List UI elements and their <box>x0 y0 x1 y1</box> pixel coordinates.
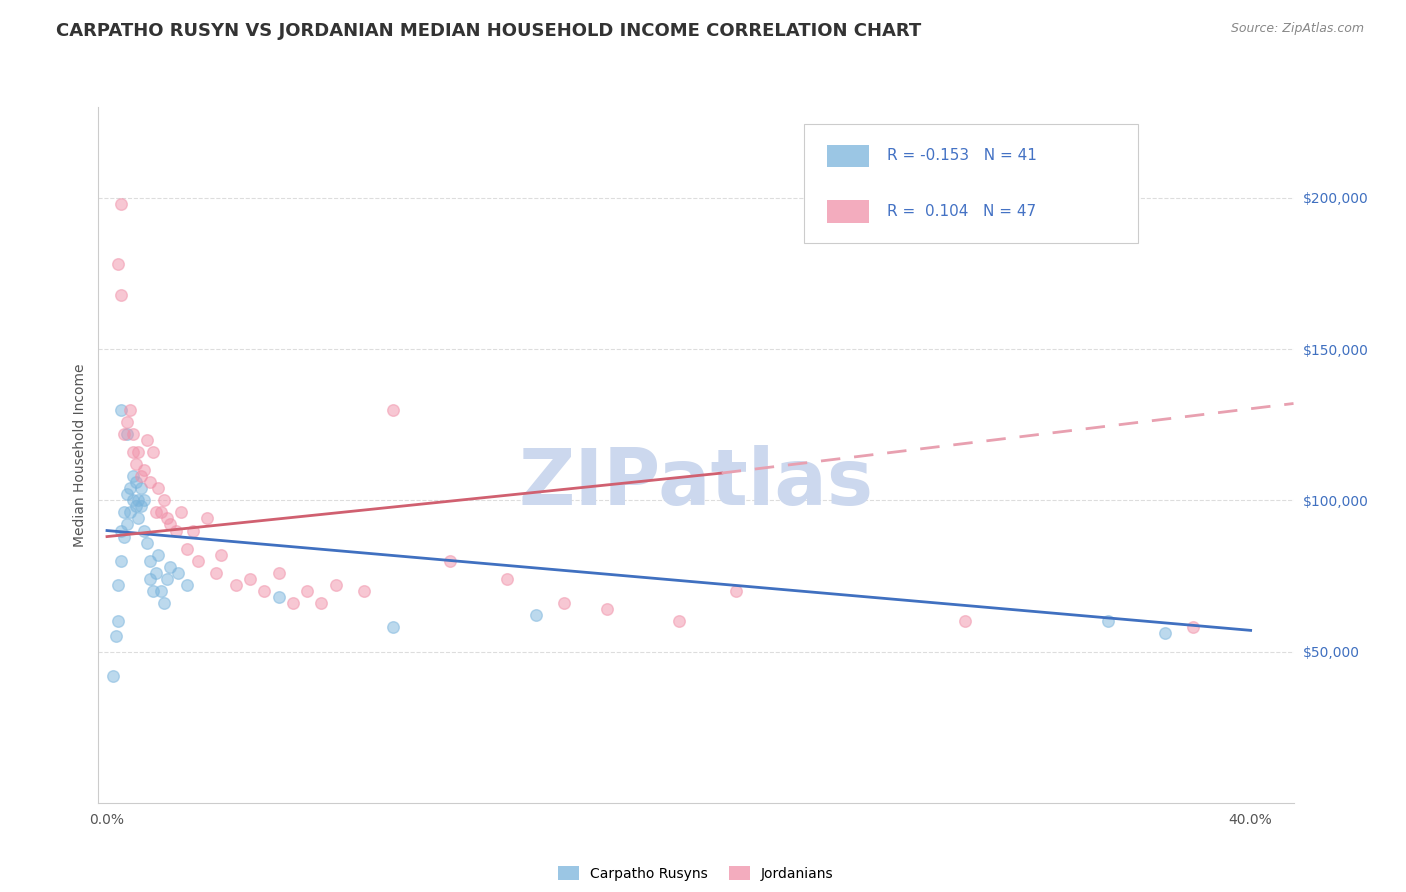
Point <box>267 590 290 604</box>
Point <box>267 566 290 580</box>
Point <box>110 524 132 538</box>
Point <box>195 511 218 525</box>
Point <box>136 535 159 549</box>
Point <box>142 445 165 459</box>
Bar <box>827 145 869 167</box>
Point <box>167 566 190 580</box>
Text: R =  0.104   N = 47: R = 0.104 N = 47 <box>887 204 1036 219</box>
Point <box>145 566 167 580</box>
Point <box>139 475 162 490</box>
Point <box>115 426 138 441</box>
Point <box>115 415 138 429</box>
Point <box>325 578 347 592</box>
Point <box>110 554 132 568</box>
Legend: Carpatho Rusyns, Jordanians: Carpatho Rusyns, Jordanians <box>553 861 839 887</box>
Text: ZIPatlas: ZIPatlas <box>519 445 873 521</box>
Point <box>668 615 690 629</box>
Point <box>104 629 127 643</box>
Point <box>134 524 156 538</box>
Point <box>496 572 519 586</box>
Point <box>170 505 193 519</box>
Point <box>139 572 162 586</box>
Point <box>159 559 181 574</box>
Point <box>253 584 276 599</box>
Point <box>121 426 143 441</box>
Point <box>156 572 179 586</box>
Point <box>107 257 129 271</box>
Point <box>159 517 181 532</box>
Point <box>150 505 173 519</box>
Point <box>209 548 232 562</box>
Point <box>107 578 129 592</box>
Point <box>110 402 132 417</box>
FancyBboxPatch shape <box>804 124 1139 243</box>
Point <box>110 197 132 211</box>
Point <box>239 572 262 586</box>
Text: Source: ZipAtlas.com: Source: ZipAtlas.com <box>1230 22 1364 36</box>
Point <box>1182 620 1205 634</box>
Point <box>381 620 404 634</box>
Point <box>187 554 209 568</box>
Bar <box>827 201 869 222</box>
Point <box>1153 626 1175 640</box>
Point <box>156 511 179 525</box>
Point <box>115 487 138 501</box>
Y-axis label: Median Household Income: Median Household Income <box>73 363 87 547</box>
Point <box>131 481 153 495</box>
Point <box>136 433 159 447</box>
Point <box>131 500 153 514</box>
Point <box>148 548 170 562</box>
Point <box>112 505 135 519</box>
Point <box>724 584 747 599</box>
Point <box>124 500 146 514</box>
Point <box>145 505 167 519</box>
Point <box>121 445 143 459</box>
Point <box>127 445 149 459</box>
Point <box>110 287 132 301</box>
Point <box>176 578 198 592</box>
Point <box>115 517 138 532</box>
Point <box>311 596 333 610</box>
Point <box>181 524 204 538</box>
Point <box>127 493 149 508</box>
Point <box>121 493 143 508</box>
Point <box>176 541 198 556</box>
Point <box>107 615 129 629</box>
Point <box>439 554 461 568</box>
Text: R = -0.153   N = 41: R = -0.153 N = 41 <box>887 148 1038 163</box>
Point <box>353 584 375 599</box>
Point <box>118 505 141 519</box>
Point <box>134 463 156 477</box>
Point <box>150 584 173 599</box>
Point <box>118 481 141 495</box>
Point <box>153 596 176 610</box>
Point <box>553 596 575 610</box>
Point <box>112 426 135 441</box>
Point <box>225 578 247 592</box>
Point <box>101 669 124 683</box>
Point <box>127 511 149 525</box>
Text: CARPATHO RUSYN VS JORDANIAN MEDIAN HOUSEHOLD INCOME CORRELATION CHART: CARPATHO RUSYN VS JORDANIAN MEDIAN HOUSE… <box>56 22 921 40</box>
Point <box>148 481 170 495</box>
Point <box>1097 615 1119 629</box>
Point <box>524 608 547 623</box>
Point <box>153 493 176 508</box>
Point <box>281 596 304 610</box>
Point <box>124 475 146 490</box>
Point <box>953 615 976 629</box>
Point <box>131 469 153 483</box>
Point <box>118 402 141 417</box>
Point <box>295 584 318 599</box>
Point <box>139 554 162 568</box>
Point <box>121 469 143 483</box>
Point <box>134 493 156 508</box>
Point <box>381 402 404 417</box>
Point <box>596 602 619 616</box>
Point <box>165 524 187 538</box>
Point <box>142 584 165 599</box>
Point <box>204 566 226 580</box>
Point <box>124 457 146 471</box>
Point <box>112 530 135 544</box>
